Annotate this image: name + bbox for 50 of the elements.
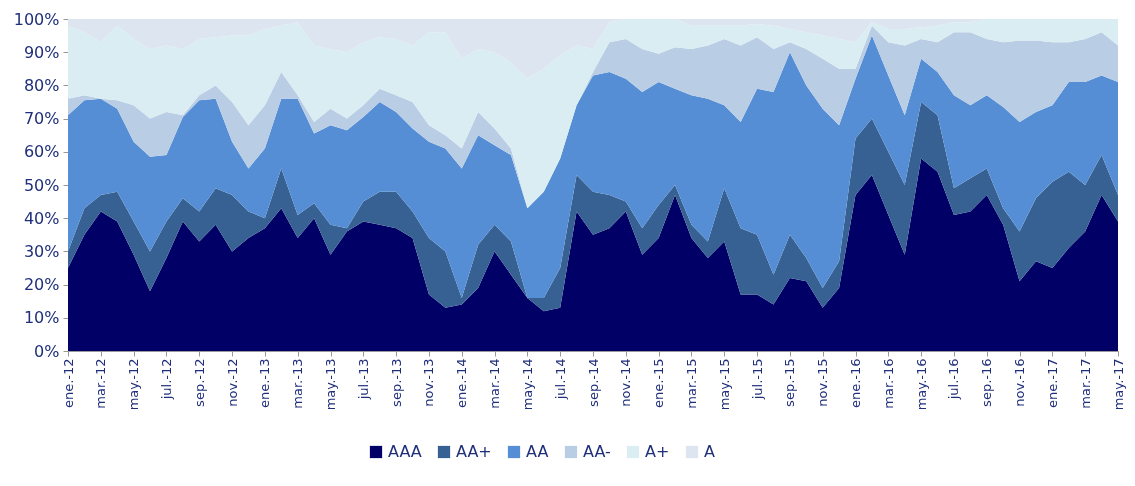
y-tick-label: 70% xyxy=(23,109,60,129)
x-tick-label: may.-17 xyxy=(1110,358,1126,411)
x-tick-label: mar.-15 xyxy=(683,358,699,409)
x-tick-label: nov.-15 xyxy=(815,358,831,407)
x-tick-label: ene.-13 xyxy=(257,358,273,409)
x-tick-label: mar.-14 xyxy=(487,358,503,409)
legend-label: AA xyxy=(526,442,549,461)
x-tick-label: jul.-15 xyxy=(749,358,765,401)
x-tick-label: may.-15 xyxy=(716,358,732,411)
x-tick-label: nov.-14 xyxy=(618,358,634,407)
y-tick-label: 90% xyxy=(23,42,60,62)
y-tick-label: 20% xyxy=(23,275,60,295)
x-tick-label: ene.-14 xyxy=(454,358,470,409)
x-tick-label: may.-14 xyxy=(519,358,535,411)
x-tick-label: ene.-17 xyxy=(1044,358,1060,409)
x-tick-label: sep.-13 xyxy=(388,358,404,407)
y-tick-label: 50% xyxy=(23,175,60,195)
x-tick-label: ene.-12 xyxy=(60,358,76,409)
x-tick-label: may.-16 xyxy=(913,358,929,411)
y-tick-label: 100% xyxy=(13,9,60,29)
x-tick-label: sep.-16 xyxy=(979,358,995,407)
x-tick-label: mar.-12 xyxy=(93,358,109,409)
x-tick-label: mar.-16 xyxy=(880,358,896,409)
x-tick-label: mar.-17 xyxy=(1077,358,1093,409)
x-tick-label: nov.-16 xyxy=(1012,358,1028,407)
x-tick-label: jul.-13 xyxy=(355,358,371,401)
y-tick-label: 40% xyxy=(23,208,60,228)
legend-label: A xyxy=(704,442,715,461)
legend-label: AAA xyxy=(388,442,422,461)
x-tick-label: sep.-14 xyxy=(585,358,601,407)
x-tick-label: sep.-12 xyxy=(191,358,207,407)
y-tick-label: 10% xyxy=(23,308,60,328)
y-tick-label: 0% xyxy=(34,341,60,361)
x-tick-label: nov.-12 xyxy=(224,358,240,407)
y-tick-label: 30% xyxy=(23,241,60,261)
x-tick-label: sep.-15 xyxy=(782,358,798,407)
x-tick-label: may.-12 xyxy=(126,358,142,411)
x-tick-label: jul.-12 xyxy=(158,358,174,401)
x-tick-label: mar.-13 xyxy=(290,358,306,409)
x-tick-label: jul.-14 xyxy=(552,358,568,401)
legend-label: AA+ xyxy=(456,442,492,461)
legend-label: AA- xyxy=(583,442,611,461)
x-tick-label: ene.-16 xyxy=(848,358,863,409)
x-tick-label: jul.-16 xyxy=(946,358,962,401)
x-tick-label: nov.-13 xyxy=(421,358,437,407)
x-tick-label: may.-13 xyxy=(323,358,338,411)
y-tick-label: 60% xyxy=(23,142,60,162)
y-tick-label: 80% xyxy=(23,75,60,95)
x-tick-label: ene.-15 xyxy=(651,358,667,409)
legend-label: A+ xyxy=(645,442,670,461)
